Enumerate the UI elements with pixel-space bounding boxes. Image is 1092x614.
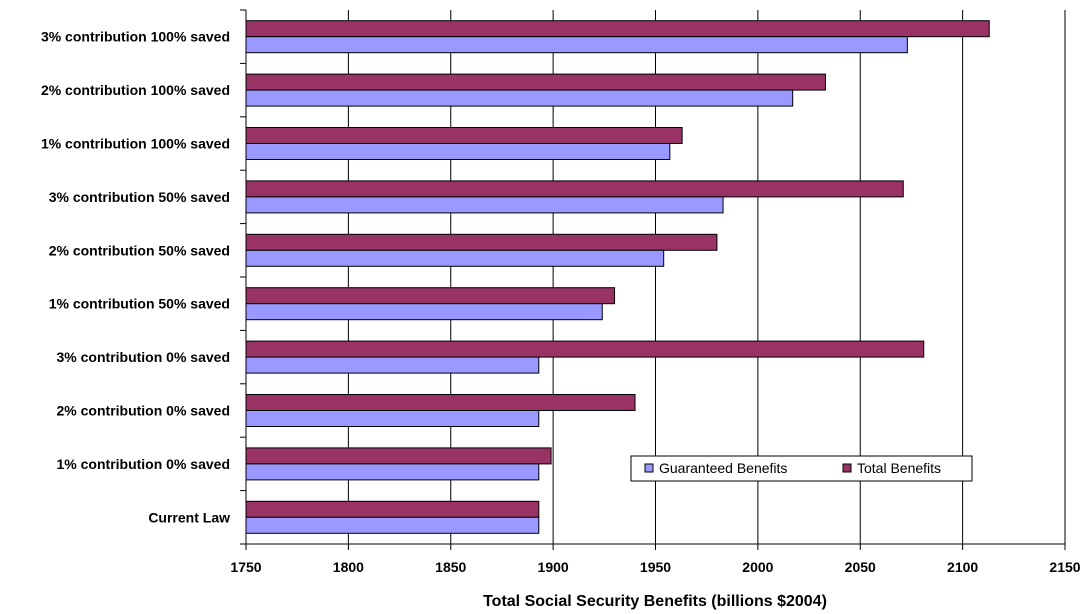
category-label: 3% contribution 50% saved: [49, 189, 230, 205]
x-tick-label: 1850: [435, 559, 466, 575]
legend-swatch-guaranteed: [644, 463, 654, 473]
bar-guaranteed-benefits: [245, 36, 908, 54]
bar-guaranteed-benefits: [245, 89, 794, 107]
bar-guaranteed-benefits: [245, 463, 540, 481]
category-label: 1% contribution 0% saved: [57, 456, 230, 472]
bar-guaranteed-benefits: [245, 356, 540, 374]
bar-guaranteed-benefits: [245, 303, 603, 321]
legend: Guaranteed Benefits Total Benefits: [630, 455, 973, 482]
x-tick-label: 1750: [230, 559, 261, 575]
tick-labels: 1750 1800 1850 1900 1950 2000 2050 2100 2150: [230, 559, 1080, 575]
x-tick-label: 2150: [1049, 559, 1080, 575]
x-tick-label: 1800: [333, 559, 364, 575]
category-label: 3% contribution 0% saved: [57, 349, 230, 365]
legend-box: [630, 455, 973, 482]
x-tick-label: 1950: [640, 559, 671, 575]
bar-guaranteed-benefits: [245, 516, 540, 534]
bar-guaranteed-benefits: [245, 143, 671, 160]
axes: [240, 9, 1066, 550]
bar-total-benefits: [245, 180, 904, 198]
category-label: 2% contribution 50% saved: [49, 242, 230, 258]
category-label: 2% contribution 0% saved: [57, 403, 230, 419]
category-label: 1% contribution 100% saved: [41, 136, 230, 152]
x-axis-title: Total Social Security Benefits (billions…: [483, 593, 827, 610]
category-label: Current Law: [148, 509, 230, 525]
bar-guaranteed-benefits: [245, 196, 724, 214]
bar-total-benefits: [245, 447, 552, 465]
category-label: 1% contribution 50% saved: [49, 296, 230, 312]
bar-guaranteed-benefits: [245, 410, 540, 427]
legend-swatch-total: [842, 463, 852, 473]
bar-total-benefits: [245, 394, 636, 411]
bar-total-benefits: [245, 20, 990, 38]
bar-total-benefits: [245, 340, 925, 358]
bar-guaranteed-benefits: [245, 249, 665, 267]
legend-label-total: Total Benefits: [857, 460, 941, 476]
bar-total-benefits: [245, 500, 540, 518]
bar-total-benefits: [245, 233, 718, 251]
legend-label-guaranteed: Guaranteed Benefits: [659, 460, 787, 476]
x-tick-label: 2100: [947, 559, 978, 575]
x-tick-label: 2050: [845, 559, 876, 575]
bar-total-benefits: [245, 73, 826, 91]
category-label: 3% contribution 100% saved: [41, 29, 230, 45]
bar-total-benefits: [245, 287, 616, 305]
x-tick-label: 2000: [742, 559, 773, 575]
x-tick-label: 1900: [538, 559, 569, 575]
category-labels: Current Law 1% contribution 0% saved 2% co…: [41, 29, 230, 526]
bars: [245, 20, 990, 534]
bar-total-benefits: [245, 127, 683, 144]
category-label: 2% contribution 100% saved: [41, 82, 230, 98]
